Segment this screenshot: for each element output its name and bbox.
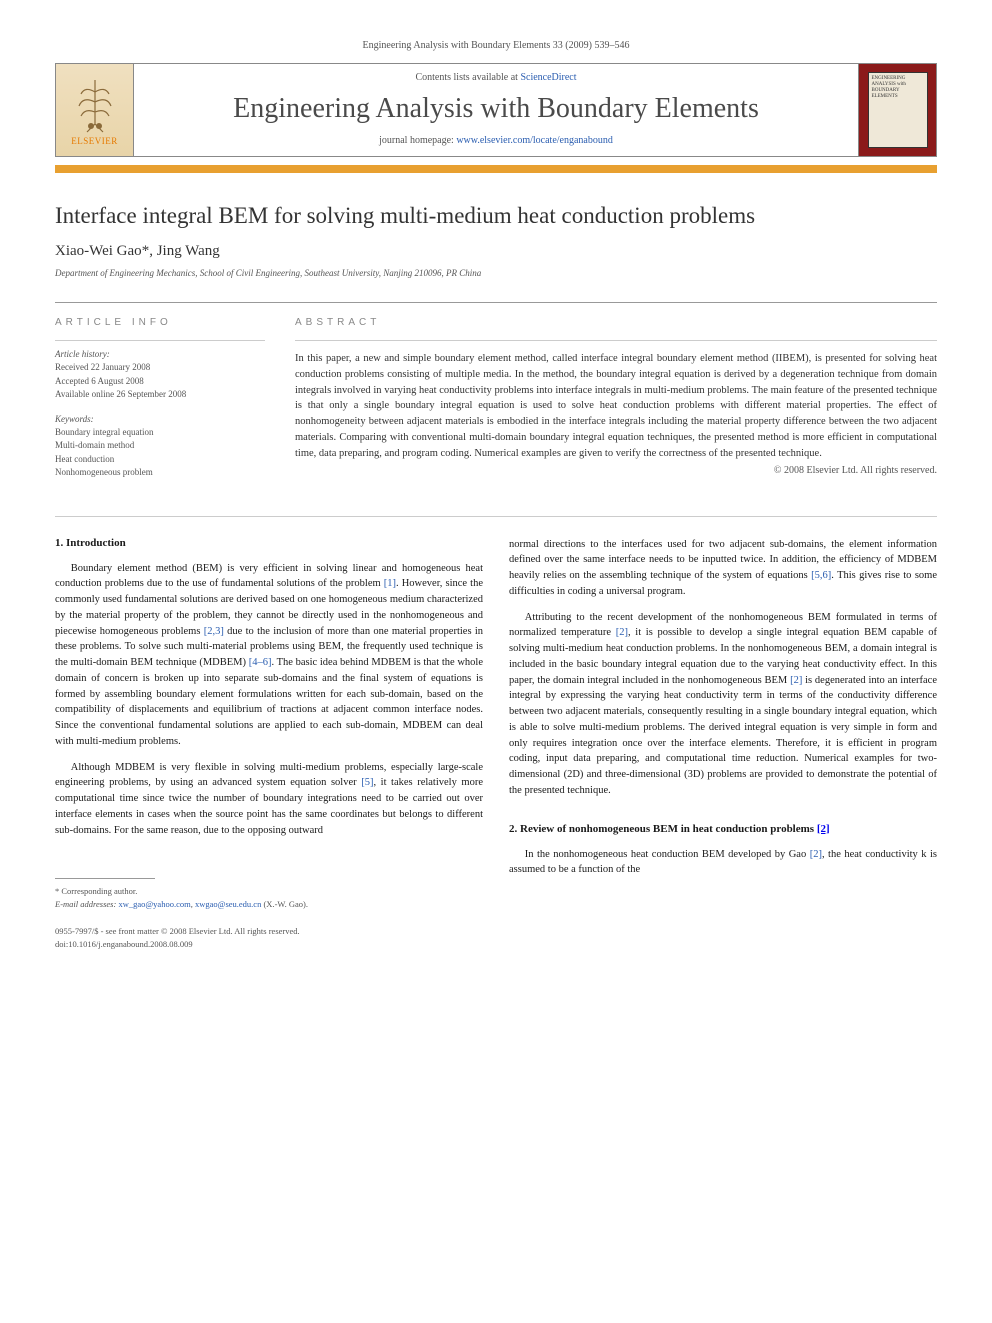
history-received: Received 22 January 2008 [55, 361, 265, 375]
left-column: 1. Introduction Boundary element method … [55, 537, 483, 951]
abstract-copyright: © 2008 Elsevier Ltd. All rights reserved… [295, 465, 937, 476]
history-accepted: Accepted 6 August 2008 [55, 375, 265, 389]
homepage-link[interactable]: www.elsevier.com/locate/enganabound [456, 135, 613, 146]
para-3: normal directions to the interfaces used… [509, 537, 937, 600]
ref-5-6[interactable]: [5,6] [811, 570, 831, 581]
article-info-col: ARTICLE INFO Article history: Received 2… [55, 303, 265, 480]
keywords-label: Keywords: [55, 414, 265, 424]
authors-line: Xiao-Wei Gao*, Jing Wang [55, 243, 937, 260]
elsevier-tree-icon [71, 74, 119, 134]
history-online: Available online 26 September 2008 [55, 388, 265, 402]
ref-2-3[interactable]: [2,3] [204, 626, 224, 637]
section-1-heading: 1. Introduction [55, 537, 483, 549]
body-columns: 1. Introduction Boundary element method … [55, 516, 937, 951]
homepage-line: journal homepage: www.elsevier.com/locat… [144, 135, 848, 146]
banner-center: Contents lists available at ScienceDirec… [134, 64, 858, 156]
ref-1[interactable]: [1] [384, 578, 396, 589]
email-label: E-mail addresses: [55, 899, 118, 909]
article-info-heading: ARTICLE INFO [55, 317, 265, 328]
para-1: Boundary element method (BEM) is very ef… [55, 561, 483, 750]
elsevier-logo: ELSEVIER [56, 64, 134, 156]
contents-line: Contents lists available at ScienceDirec… [144, 72, 848, 83]
sciencedirect-link[interactable]: ScienceDirect [520, 72, 576, 83]
orange-divider-bar [55, 165, 937, 173]
article-title: Interface integral BEM for solving multi… [55, 203, 937, 229]
sec2-ref-2[interactable]: [2] [817, 823, 830, 835]
journal-banner: ELSEVIER Contents lists available at Sci… [55, 63, 937, 157]
journal-running-header: Engineering Analysis with Boundary Eleme… [55, 40, 937, 51]
journal-cover-thumb: ENGINEERING ANALYSIS with BOUNDARY ELEME… [858, 64, 936, 156]
front-matter-line: 0955-7997/$ - see front matter © 2008 El… [55, 925, 483, 938]
ref-4-6[interactable]: [4–6] [249, 657, 272, 668]
homepage-prefix: journal homepage: [379, 135, 456, 146]
abstract-heading: ABSTRACT [295, 317, 937, 328]
para-2: Although MDBEM is very flexible in solvi… [55, 760, 483, 839]
author-primary: Xiao-Wei Gao [55, 243, 142, 259]
journal-title: Engineering Analysis with Boundary Eleme… [144, 93, 848, 125]
para-5: In the nonhomogeneous heat conduction BE… [509, 847, 937, 879]
ref-2a[interactable]: [2] [616, 627, 628, 638]
corresponding-author-note: * Corresponding author. [55, 885, 483, 898]
email-note: E-mail addresses: xw_gao@yahoo.com, xwga… [55, 898, 483, 911]
ref-5[interactable]: [5] [361, 777, 373, 788]
keywords-block: Keywords: Boundary integral equation Mul… [55, 414, 265, 480]
footer-meta: 0955-7997/$ - see front matter © 2008 El… [55, 925, 483, 951]
email-2[interactable]: xwgao@seu.edu.cn [195, 899, 261, 909]
footnote-separator [55, 878, 155, 879]
keyword-3: Heat conduction [55, 453, 265, 467]
elsevier-wordmark: ELSEVIER [71, 136, 118, 146]
email-1[interactable]: xw_gao@yahoo.com [118, 899, 190, 909]
journal-cover-text: ENGINEERING ANALYSIS with BOUNDARY ELEME… [868, 72, 928, 148]
doi-line: doi:10.1016/j.enganabound.2008.08.009 [55, 938, 483, 951]
keyword-1: Boundary integral equation [55, 426, 265, 440]
ref-2b[interactable]: [2] [790, 675, 802, 686]
info-abstract-row: ARTICLE INFO Article history: Received 2… [55, 302, 937, 480]
contents-prefix: Contents lists available at [415, 72, 520, 83]
section-2-heading: 2. Review of nonhomogeneous BEM in heat … [509, 823, 937, 835]
history-block: Article history: Received 22 January 200… [55, 340, 265, 402]
keyword-2: Multi-domain method [55, 439, 265, 453]
ref-2c[interactable]: [2] [810, 849, 822, 860]
history-label: Article history: [55, 349, 265, 359]
para-4: Attributing to the recent development of… [509, 610, 937, 799]
keyword-4: Nonhomogeneous problem [55, 466, 265, 480]
author-suffix: *, Jing Wang [142, 243, 220, 259]
abstract-text: In this paper, a new and simple boundary… [295, 340, 937, 461]
right-column: normal directions to the interfaces used… [509, 537, 937, 951]
abstract-col: ABSTRACT In this paper, a new and simple… [295, 303, 937, 480]
affiliation: Department of Engineering Mechanics, Sch… [55, 268, 937, 278]
